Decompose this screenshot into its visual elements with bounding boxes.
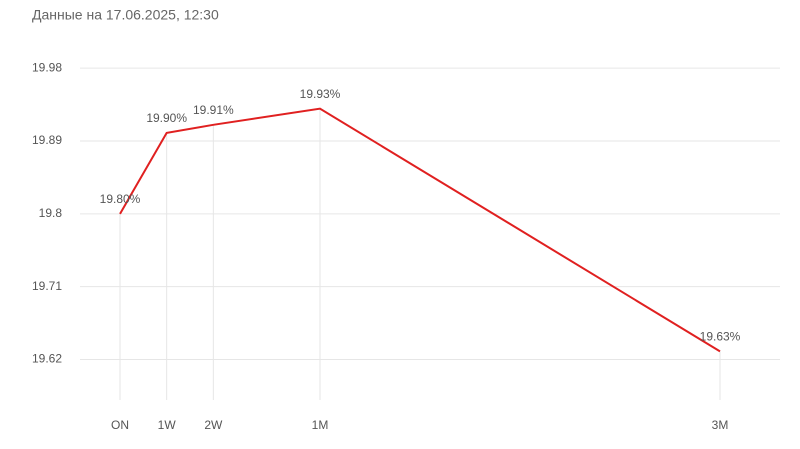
y-tick-label: 19.62	[32, 352, 62, 366]
data-label: 19.80%	[100, 192, 141, 206]
y-tick-label: 19.71	[32, 279, 62, 293]
x-tick-label: 1W	[158, 418, 177, 432]
line	[119, 107, 721, 353]
y-tick-label: 19.89	[32, 133, 62, 147]
data-label: 19.63%	[700, 330, 741, 344]
y-tick-label: 19.98	[32, 60, 62, 74]
x-tick-label: 1M	[312, 418, 329, 432]
y-tick-label: 19.8	[39, 206, 63, 220]
data-label: 19.93%	[300, 87, 341, 101]
data-label: 19.91%	[193, 103, 234, 117]
x-tick-label: ON	[111, 418, 129, 432]
x-tick-label: 3M	[712, 418, 729, 432]
data-label: 19.90%	[146, 111, 187, 125]
chart-subtitle: Данные на 17.06.2025, 12:30	[32, 7, 219, 23]
x-tick-label: 2W	[204, 418, 223, 432]
